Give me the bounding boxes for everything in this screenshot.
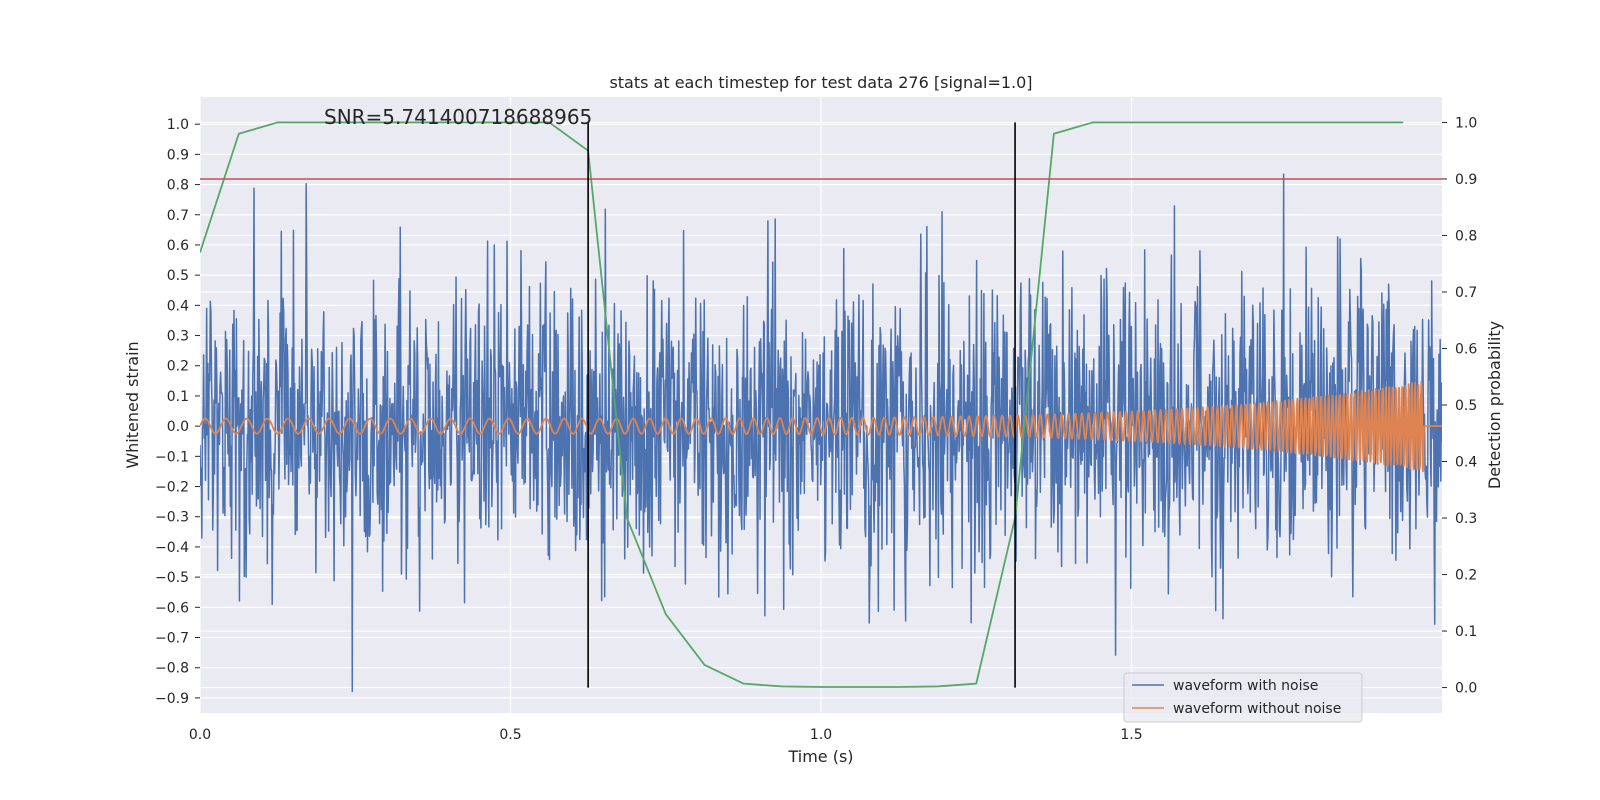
y-tick-label: 0.2 — [167, 359, 189, 375]
y-tick-label: 1.0 — [167, 117, 189, 133]
y-tick-label: 0.8 — [167, 178, 189, 194]
y2-tick-label: 0.7 — [1455, 285, 1477, 301]
series-layer — [200, 121, 1442, 693]
series-waveform-with-noise — [200, 173, 1442, 693]
y2-tick-label: 0.4 — [1455, 455, 1477, 471]
x-tick-label: 0.5 — [499, 727, 521, 743]
y-tick-label: 0.0 — [167, 419, 189, 435]
y2-tick-label: 0.1 — [1455, 624, 1477, 640]
x-axis-label: Time (s) — [787, 747, 853, 766]
y2-axis-label: Detection probability — [1485, 321, 1504, 489]
y-tick-label: 0.5 — [167, 268, 189, 284]
y-tick-label: 0.6 — [167, 238, 189, 254]
y-tick-label: −0.1 — [155, 449, 189, 465]
legend-label-clean: waveform without noise — [1173, 701, 1341, 717]
y2-tick-label: 0.5 — [1455, 398, 1477, 414]
y2-tick-label: 0.3 — [1455, 511, 1477, 527]
legend-frame — [1123, 672, 1363, 723]
y-tick-label: −0.4 — [155, 540, 189, 556]
y2-tick-label: 0.8 — [1455, 228, 1477, 244]
series-waveform-without-noise — [200, 380, 1442, 473]
y2-tick-label: 0.0 — [1455, 681, 1477, 697]
y2-tick-label: 0.9 — [1455, 172, 1477, 188]
y-tick-label: −0.7 — [155, 631, 189, 647]
y-tick-label: 0.3 — [167, 329, 189, 345]
y-axis-label: Whitened strain — [123, 341, 142, 468]
y-tick-label: −0.5 — [155, 570, 189, 586]
y-tick-label: 0.9 — [167, 147, 189, 163]
y-tick-label: 0.4 — [167, 298, 189, 314]
reference-lines — [200, 122, 1442, 688]
y-tick-label: −0.2 — [155, 480, 189, 496]
x-tick-label: 0.0 — [189, 727, 211, 743]
legend-label-noise: waveform with noise — [1173, 678, 1318, 694]
y2-tick-label: 0.6 — [1455, 341, 1477, 357]
ticks: 0.0 0.5 1.0 1.5 1.0 0.9 0.8 0.7 0.6 0.5 0.4 0.3 0.2 0… — [155, 115, 1477, 743]
x-tick-label: 1.5 — [1120, 727, 1142, 743]
x-tick-label: 1.0 — [810, 727, 832, 743]
snr-annotation: SNR=5.741400718688965 — [324, 105, 592, 129]
chart-title: stats at each timestep for test data 276… — [609, 73, 1032, 92]
y-tick-label: −0.9 — [155, 691, 189, 707]
y2-tick-label: 1.0 — [1455, 115, 1477, 131]
y-tick-label: −0.6 — [155, 600, 189, 616]
series-detection-probability — [200, 121, 1404, 688]
y-tick-label: −0.8 — [155, 661, 189, 677]
legend: waveform with noise waveform without noi… — [1123, 672, 1363, 723]
y-tick-label: 0.7 — [167, 208, 189, 224]
y2-tick-label: 0.2 — [1455, 568, 1477, 584]
y-tick-label: −0.3 — [155, 510, 189, 526]
y-tick-label: 0.1 — [167, 389, 189, 405]
